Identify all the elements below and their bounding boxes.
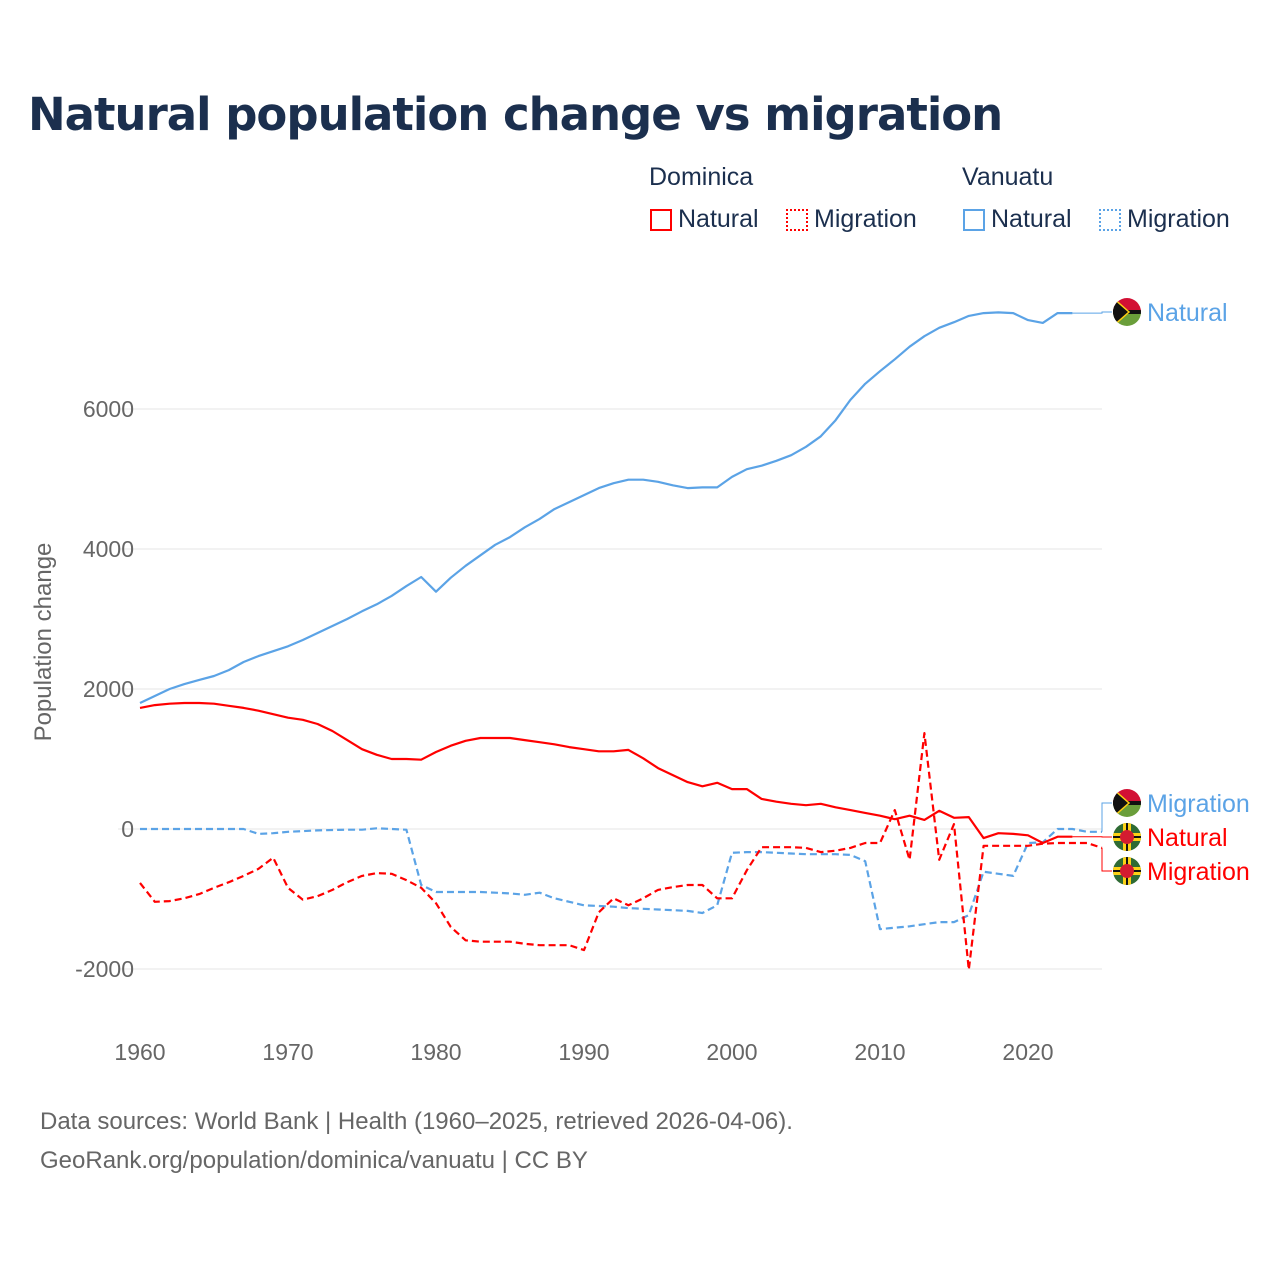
flag-triangle: [1113, 298, 1131, 326]
legend-dominica-migration[interactable]: Migration: [786, 205, 917, 234]
vanuatu-flag-icon: [1113, 789, 1141, 817]
legend-vanuatu-natural[interactable]: Natural: [963, 205, 1072, 234]
leader-line: [1072, 311, 1112, 314]
legend-swatch-solid: [650, 208, 672, 231]
legend-label: Migration: [1127, 205, 1230, 233]
dominica-flag-icon: [1113, 823, 1141, 851]
legend-dominica-natural[interactable]: Natural: [650, 205, 759, 234]
legend-swatch-solid: [963, 208, 985, 231]
flag-body: [1113, 298, 1141, 326]
y-tick-label: 0: [121, 816, 134, 842]
series-line-vanuatu-migration: [140, 827, 1102, 931]
end-label: Natural: [1147, 824, 1228, 852]
x-tick-label: 2020: [1002, 1039, 1053, 1065]
legend-label: Natural: [678, 205, 759, 233]
x-tick-label: 1990: [558, 1039, 609, 1065]
y-tick-label: 6000: [83, 396, 134, 422]
end-label: Migration: [1147, 790, 1250, 818]
x-tick-label: 1960: [114, 1039, 165, 1065]
dominica-flag-icon: [1113, 857, 1141, 885]
series-line-dominica-migration: [139, 732, 1103, 971]
source-line-2[interactable]: GeoRank.org/population/dominica/vanuatu …: [40, 1147, 588, 1174]
flag-disc: [1120, 830, 1134, 844]
vanuatu-flag-icon: [1113, 298, 1141, 326]
x-tick-label: 2010: [854, 1039, 905, 1065]
end-label: Migration: [1147, 858, 1250, 886]
legend-label: Natural: [991, 205, 1072, 233]
source-line-1: Data sources: World Bank | Health (1960–…: [40, 1108, 793, 1135]
flag-disc: [1120, 864, 1134, 878]
x-tick-label: 1980: [410, 1039, 461, 1065]
y-tick-label: -2000: [75, 956, 134, 982]
y-tick-label: 2000: [83, 676, 134, 702]
y-tick-label: 4000: [83, 536, 134, 562]
legend-swatch-dotted: [1099, 208, 1121, 231]
legend-vanuatu-migration[interactable]: Migration: [1099, 205, 1230, 234]
flag-triangle: [1113, 789, 1131, 817]
y-axis-label: Population change: [30, 543, 57, 742]
flag-body: [1113, 789, 1141, 817]
leader-line: [1101, 802, 1112, 832]
x-tick-label: 1970: [262, 1039, 313, 1065]
legend-group-dominica: Dominica: [649, 163, 754, 191]
flag-body: [1113, 857, 1141, 885]
series-line-dominica-natural: [139, 701, 1073, 845]
legend-label: Migration: [814, 205, 917, 233]
flag-body: [1113, 823, 1141, 851]
chart-title: Natural population change vs migration: [28, 88, 1003, 141]
end-label: Natural: [1147, 299, 1228, 327]
series-line-vanuatu-natural: [139, 311, 1073, 704]
legend-group-vanuatu: Vanuatu: [962, 163, 1054, 191]
x-tick-label: 2000: [706, 1039, 757, 1065]
legend-swatch-dotted: [786, 208, 808, 231]
leader-line: [1101, 847, 1112, 872]
